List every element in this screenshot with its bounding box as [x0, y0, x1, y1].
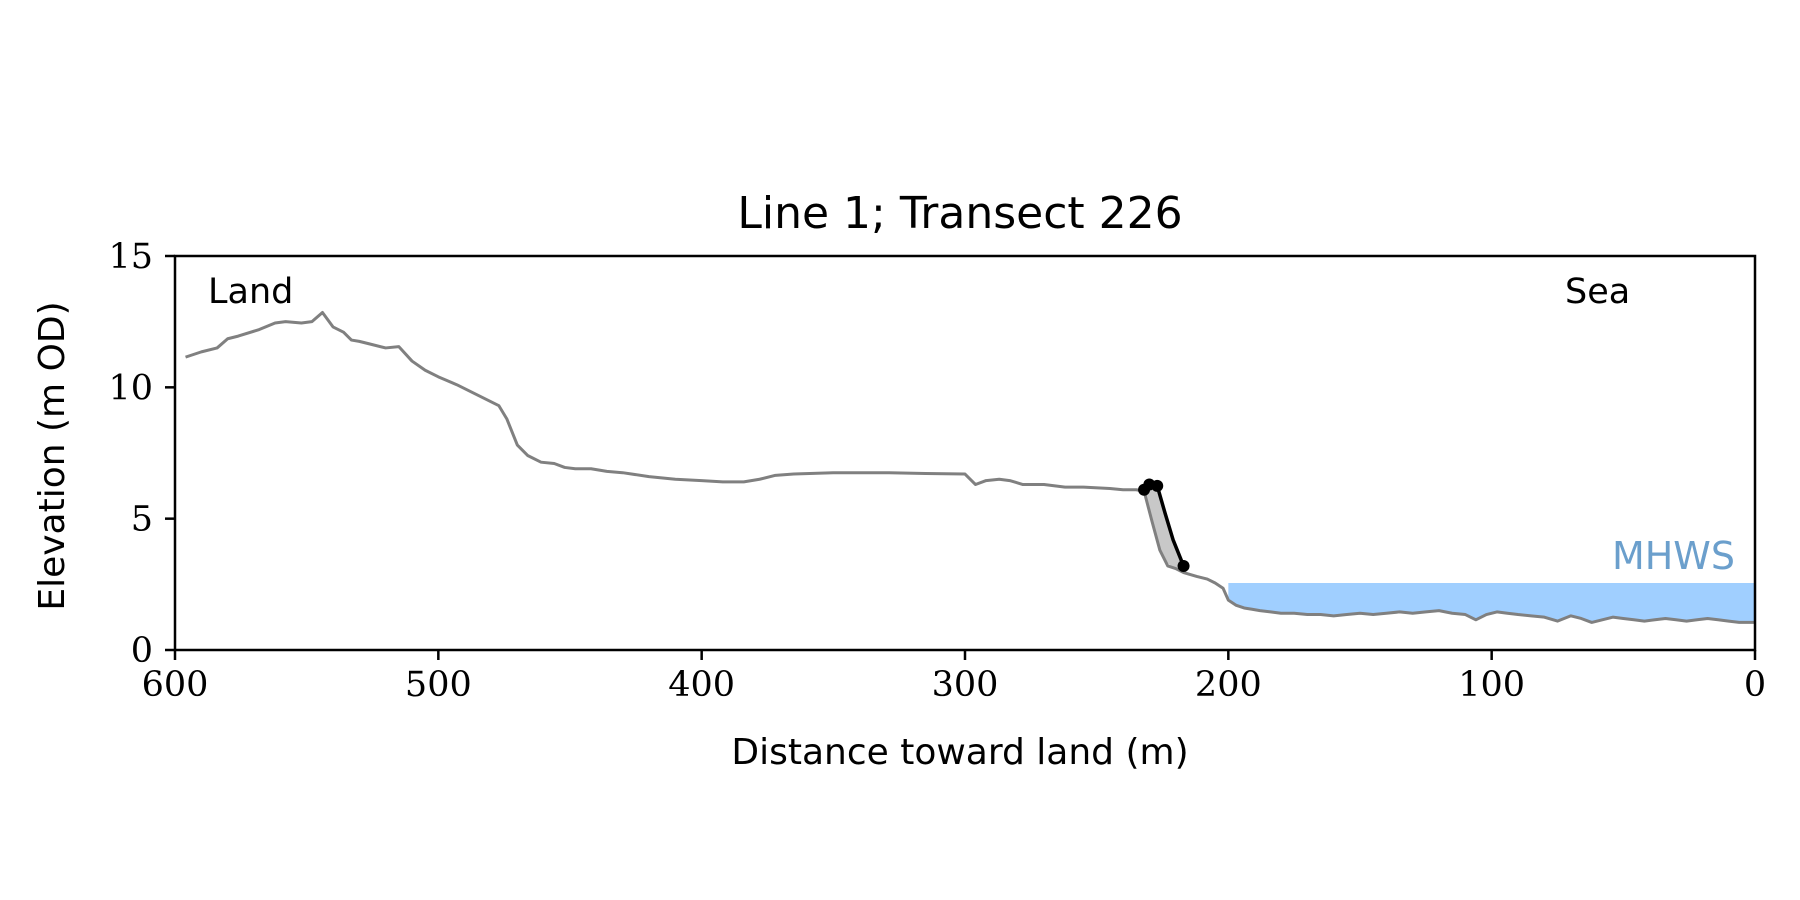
x-tick-label-500: 500	[405, 665, 472, 705]
y-tick-label-5: 5	[131, 500, 153, 540]
chart-title: Line 1; Transect 226	[737, 188, 1182, 239]
x-tick-label-200: 200	[1195, 665, 1262, 705]
sea-label: Sea	[1565, 272, 1630, 312]
x-tick-label-400: 400	[668, 665, 735, 705]
land-label: Land	[208, 272, 293, 312]
mhws-water-fill	[1228, 583, 1755, 623]
y-tick-label-10: 10	[108, 368, 153, 408]
x-axis-label: Distance toward land (m)	[731, 732, 1188, 773]
cliff-point-3	[1151, 479, 1164, 492]
x-tick-label-0: 0	[1744, 665, 1766, 705]
y-tick-label-0: 0	[131, 631, 153, 671]
cliff-change-fill	[1144, 484, 1184, 573]
x-tick-label-300: 300	[932, 665, 999, 705]
elevation-profile-line	[185, 310, 1755, 624]
x-tick-label-600: 600	[142, 665, 209, 705]
mhws-label: MHWS	[1612, 534, 1735, 578]
y-tick-label-15: 15	[108, 237, 153, 277]
x-tick-label-100: 100	[1458, 665, 1525, 705]
plot-area: MHWS 600 500 400 300 200 100 0 0 5 10 15	[108, 237, 1766, 705]
cliff-point-4	[1177, 559, 1190, 572]
y-axis-label: Elevation (m OD)	[32, 301, 73, 610]
